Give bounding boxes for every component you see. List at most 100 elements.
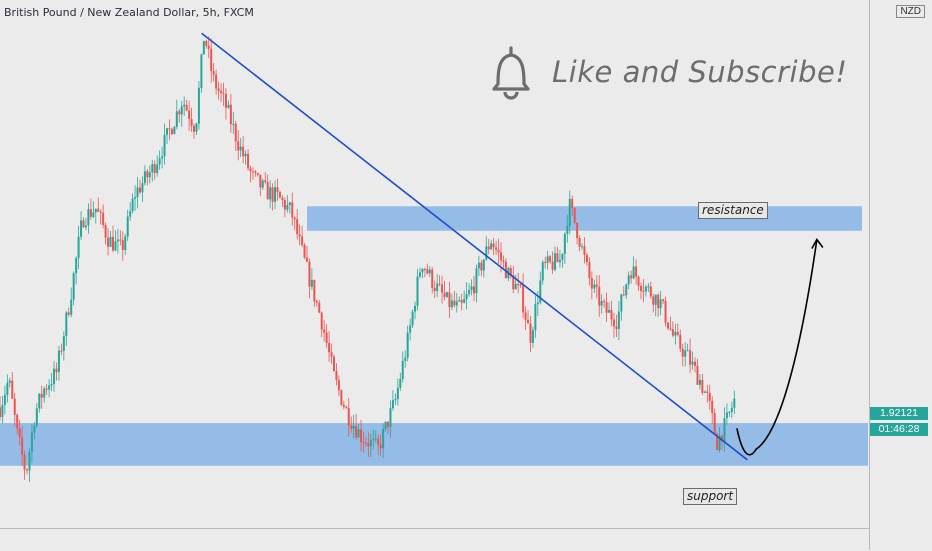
price-axis[interactable]: NZD: [869, 0, 932, 550]
candle-body: [679, 334, 682, 349]
candle-body: [637, 276, 640, 286]
candle-body: [694, 361, 697, 366]
candle-body: [124, 236, 127, 250]
resistance-label: resistance: [698, 202, 768, 219]
candle-body: [703, 391, 706, 393]
candle-body: [188, 110, 191, 120]
candle-body: [50, 384, 53, 386]
candle-body: [495, 247, 498, 250]
candle-body: [244, 153, 247, 157]
candle-body: [11, 380, 14, 399]
candle-body: [146, 171, 149, 178]
candle-body: [698, 380, 701, 385]
candle-body: [210, 48, 213, 71]
candle-body: [696, 365, 699, 385]
candle-body: [642, 290, 645, 292]
candle-body: [519, 284, 522, 286]
candle-body: [659, 299, 662, 309]
candle-body: [151, 164, 154, 173]
candle-body: [669, 328, 672, 330]
candle-body: [674, 331, 677, 336]
bell-icon: [492, 46, 530, 100]
candle-body: [730, 407, 733, 412]
candle-body: [94, 208, 97, 213]
candle-body: [617, 311, 620, 329]
candle-body: [504, 261, 507, 279]
current-price-tag: 1.92121: [870, 407, 928, 420]
candle-body: [301, 236, 304, 245]
time-axis[interactable]: [0, 528, 869, 551]
candle-body: [239, 146, 242, 151]
candle-body: [80, 220, 83, 237]
candle-body: [195, 123, 198, 132]
candle-body: [718, 435, 721, 450]
candle-body: [561, 253, 564, 260]
candle-body: [109, 236, 112, 247]
candle-body: [463, 299, 466, 303]
candle-body: [379, 444, 382, 449]
candle-body: [458, 300, 461, 302]
candle-body: [249, 168, 252, 172]
candle-body: [416, 276, 419, 306]
candle-body: [612, 319, 615, 327]
candle-body: [1, 405, 4, 417]
candle-body: [274, 187, 277, 202]
candle-body: [428, 269, 431, 274]
candle-body: [639, 285, 642, 291]
candle-body: [706, 391, 709, 393]
candle-body: [406, 332, 409, 358]
candle-body: [205, 40, 208, 46]
candle-body: [662, 299, 665, 302]
candle-body: [563, 233, 566, 254]
candle-body: [600, 301, 603, 306]
candle-body: [556, 253, 559, 263]
candle-body: [345, 407, 348, 409]
candle-body: [436, 283, 439, 292]
candle-body: [62, 336, 65, 351]
candle-body: [387, 421, 390, 427]
candle-body: [664, 301, 667, 323]
currency-label[interactable]: NZD: [896, 5, 925, 18]
candle-body: [104, 225, 107, 238]
candle-body: [509, 267, 512, 276]
candle-body: [549, 256, 552, 262]
candle-body: [497, 249, 500, 253]
candle-body: [571, 198, 574, 208]
candle-body: [418, 272, 421, 277]
candle-body: [200, 54, 203, 88]
candle-body: [522, 285, 525, 313]
candle-body: [134, 197, 137, 199]
candle-body: [291, 202, 294, 218]
candle-body: [598, 286, 601, 306]
countdown-tag: 01:46:28: [870, 423, 928, 436]
candle-body: [35, 408, 38, 426]
candle-body: [16, 414, 19, 429]
candle-body: [251, 171, 254, 173]
candle-body: [382, 428, 385, 449]
candle-body: [409, 325, 412, 333]
candle-body: [578, 237, 581, 247]
candle-body: [384, 421, 387, 429]
candle-body: [632, 266, 635, 279]
candle-body: [28, 451, 31, 471]
downtrend-line: [201, 32, 748, 461]
candle-body: [0, 407, 1, 417]
candle-body: [389, 408, 392, 427]
candle-body: [288, 202, 291, 206]
candle-body: [190, 119, 193, 126]
candle-body: [708, 392, 711, 401]
candle-body: [485, 246, 488, 260]
candle-body: [531, 330, 534, 343]
candle-body: [222, 92, 225, 94]
candle-body: [367, 443, 370, 447]
candle-body: [576, 222, 579, 238]
candle-body: [347, 408, 350, 426]
candle-body: [423, 268, 426, 270]
resistance-zone: [307, 206, 862, 231]
candle-body: [283, 200, 286, 210]
candle-body: [445, 292, 448, 297]
candle-body: [551, 261, 554, 270]
candle-body: [271, 187, 274, 202]
candle-body: [460, 300, 463, 303]
candle-body: [170, 129, 173, 135]
